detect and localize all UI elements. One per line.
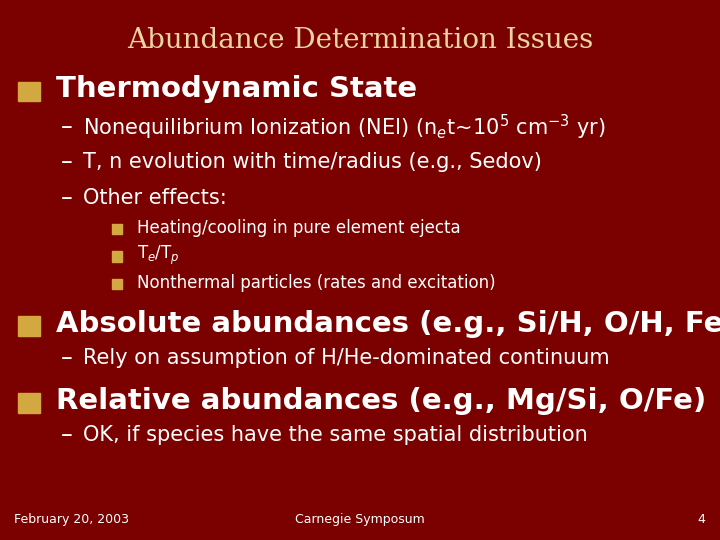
Bar [112, 251, 122, 262]
Text: –: – [61, 423, 73, 447]
Text: T$_e$/T$_p$: T$_e$/T$_p$ [137, 244, 179, 267]
Text: Nonthermal particles (rates and excitation): Nonthermal particles (rates and excitati… [137, 274, 495, 292]
Text: Other effects:: Other effects: [83, 188, 227, 208]
Text: Heating/cooling in pure element ejecta: Heating/cooling in pure element ejecta [137, 219, 460, 237]
Text: Abundance Determination Issues: Abundance Determination Issues [127, 27, 593, 54]
Text: –: – [61, 346, 73, 370]
Text: Rely on assumption of H/He-dominated continuum: Rely on assumption of H/He-dominated con… [83, 348, 609, 368]
Text: –: – [61, 115, 73, 139]
Text: Relative abundances (e.g., Mg/Si, O/Fe): Relative abundances (e.g., Mg/Si, O/Fe) [56, 387, 706, 415]
Bar [112, 224, 122, 234]
Text: T, n evolution with time/radius (e.g., Sedov): T, n evolution with time/radius (e.g., S… [83, 152, 541, 172]
Bar [18, 316, 40, 336]
Text: –: – [61, 186, 73, 210]
Text: 4: 4 [698, 513, 706, 526]
Text: OK, if species have the same spatial distribution: OK, if species have the same spatial dis… [83, 424, 588, 445]
Bar [112, 279, 122, 289]
Text: February 20, 2003: February 20, 2003 [14, 513, 130, 526]
Text: –: – [61, 150, 73, 174]
Bar [18, 393, 40, 413]
Text: Carnegie Symposum: Carnegie Symposum [295, 513, 425, 526]
Text: Thermodynamic State: Thermodynamic State [56, 75, 418, 103]
Text: Nonequilibrium Ionization (NEI) (n$_e$t~10$^5$ cm$^{-3}$ yr): Nonequilibrium Ionization (NEI) (n$_e$t~… [83, 112, 606, 141]
Bar [18, 82, 40, 101]
Text: Absolute abundances (e.g., Si/H, O/H, Fe/H): Absolute abundances (e.g., Si/H, O/H, Fe… [56, 310, 720, 338]
